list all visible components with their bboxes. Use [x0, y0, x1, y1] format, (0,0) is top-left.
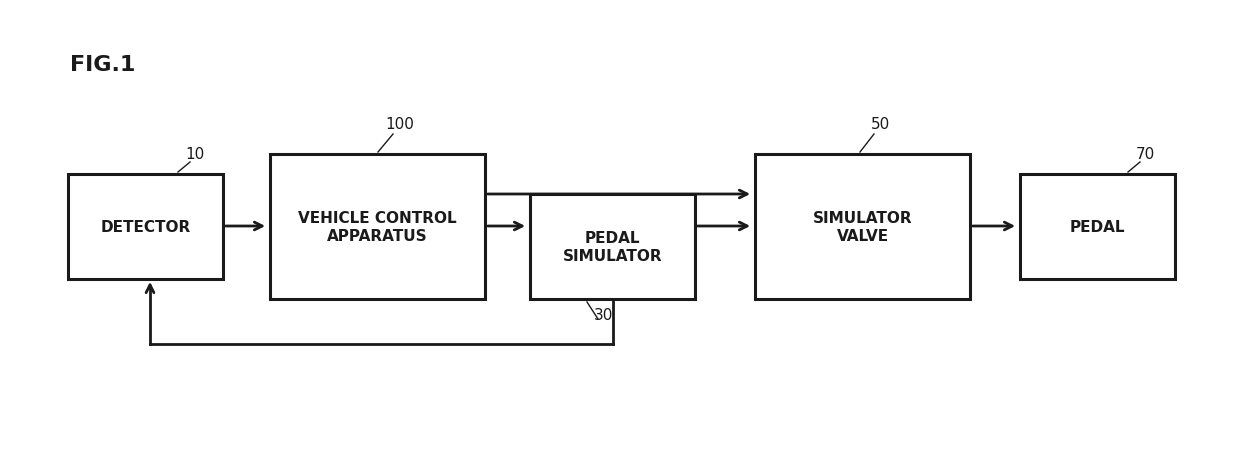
Bar [68, 175, 223, 279]
Text: PEDAL
SIMULATOR: PEDAL SIMULATOR [563, 231, 662, 263]
Text: PEDAL: PEDAL [1070, 219, 1125, 234]
Text: 70: 70 [1136, 147, 1154, 162]
Bar [755, 155, 970, 300]
Text: 100: 100 [386, 117, 414, 131]
Text: 30: 30 [593, 307, 613, 322]
Bar [270, 155, 485, 300]
Bar [529, 194, 694, 300]
Text: FIG.1: FIG.1 [69, 55, 135, 75]
Text: SIMULATOR
VALVE: SIMULATOR VALVE [812, 211, 913, 243]
Text: VEHICLE CONTROL
APPARATUS: VEHICLE CONTROL APPARATUS [298, 211, 456, 243]
Text: 10: 10 [185, 147, 205, 162]
Text: DETECTOR: DETECTOR [100, 219, 191, 234]
Bar [1021, 175, 1176, 279]
Text: 50: 50 [870, 117, 889, 131]
